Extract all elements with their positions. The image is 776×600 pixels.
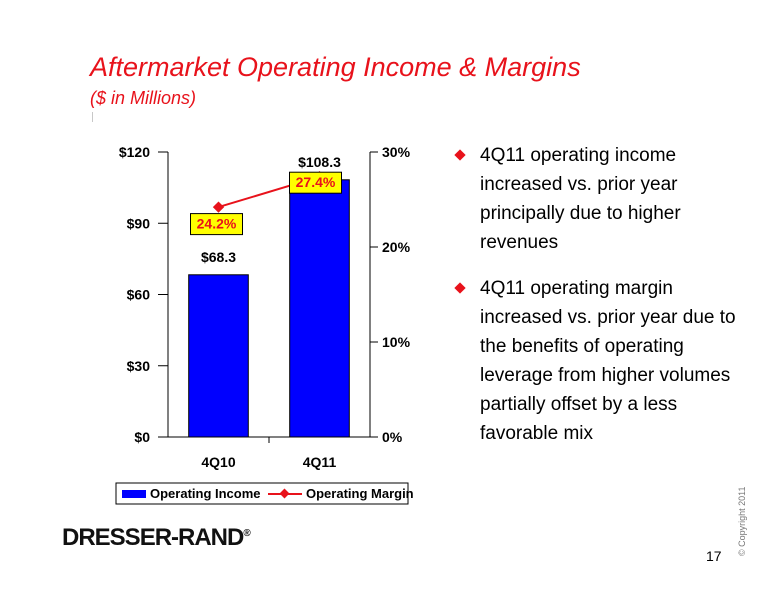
x-tick-label: 4Q11 xyxy=(303,454,337,470)
bullet-item: 4Q11 operating income increased vs. prio… xyxy=(452,141,752,257)
page-subtitle: ($ in Millions) xyxy=(90,88,197,108)
legend-box xyxy=(115,482,409,505)
bullet-text: 4Q11 operating margin increased vs. prio… xyxy=(480,278,736,444)
margin-data-label: 24.2% xyxy=(197,216,237,232)
legend-label: Operating Income xyxy=(150,486,261,501)
bar-data-label: $68.3 xyxy=(201,249,236,265)
legend-bar-swatch xyxy=(122,490,146,498)
margin-point xyxy=(212,201,225,213)
page-title: Aftermarket Operating Income & Margins xyxy=(90,52,581,82)
copyright-text: © Copyright 2011 xyxy=(737,486,747,556)
left-tick-label: $30 xyxy=(127,358,151,374)
right-tick-label: 0% xyxy=(382,429,403,445)
right-tick-label: 30% xyxy=(382,144,411,160)
left-tick-label: $90 xyxy=(127,215,151,231)
bullet-item: 4Q11 operating margin increased vs. prio… xyxy=(452,274,752,448)
diamond-bullet-icon xyxy=(454,149,466,161)
logo-registered-mark: ® xyxy=(243,528,251,539)
divider xyxy=(92,112,93,122)
bar-data-label: $108.3 xyxy=(298,154,341,170)
company-logo: DRESSER-RAND® xyxy=(62,524,251,552)
margin-label-box xyxy=(289,171,342,194)
legend-label: Operating Margin xyxy=(306,486,414,501)
x-tick-label: 4Q10 xyxy=(201,454,235,470)
right-tick-label: 10% xyxy=(382,334,411,350)
margin-data-label: 27.4% xyxy=(296,174,336,190)
page-number: 17 xyxy=(706,548,722,564)
bullet-text: 4Q11 operating income increased vs. prio… xyxy=(480,145,681,253)
bar xyxy=(289,179,350,438)
left-tick-label: $60 xyxy=(127,287,151,303)
legend-line-marker xyxy=(279,488,290,499)
bullet-list: 4Q11 operating income increased vs. prio… xyxy=(452,141,752,465)
left-tick-label: $120 xyxy=(119,144,150,160)
logo-text: DRESSER-RAND xyxy=(62,524,244,551)
bar xyxy=(188,274,249,438)
right-tick-label: 20% xyxy=(382,239,411,255)
diamond-bullet-icon xyxy=(454,282,466,294)
margin-label-box xyxy=(190,213,243,236)
left-tick-label: $0 xyxy=(134,429,150,445)
